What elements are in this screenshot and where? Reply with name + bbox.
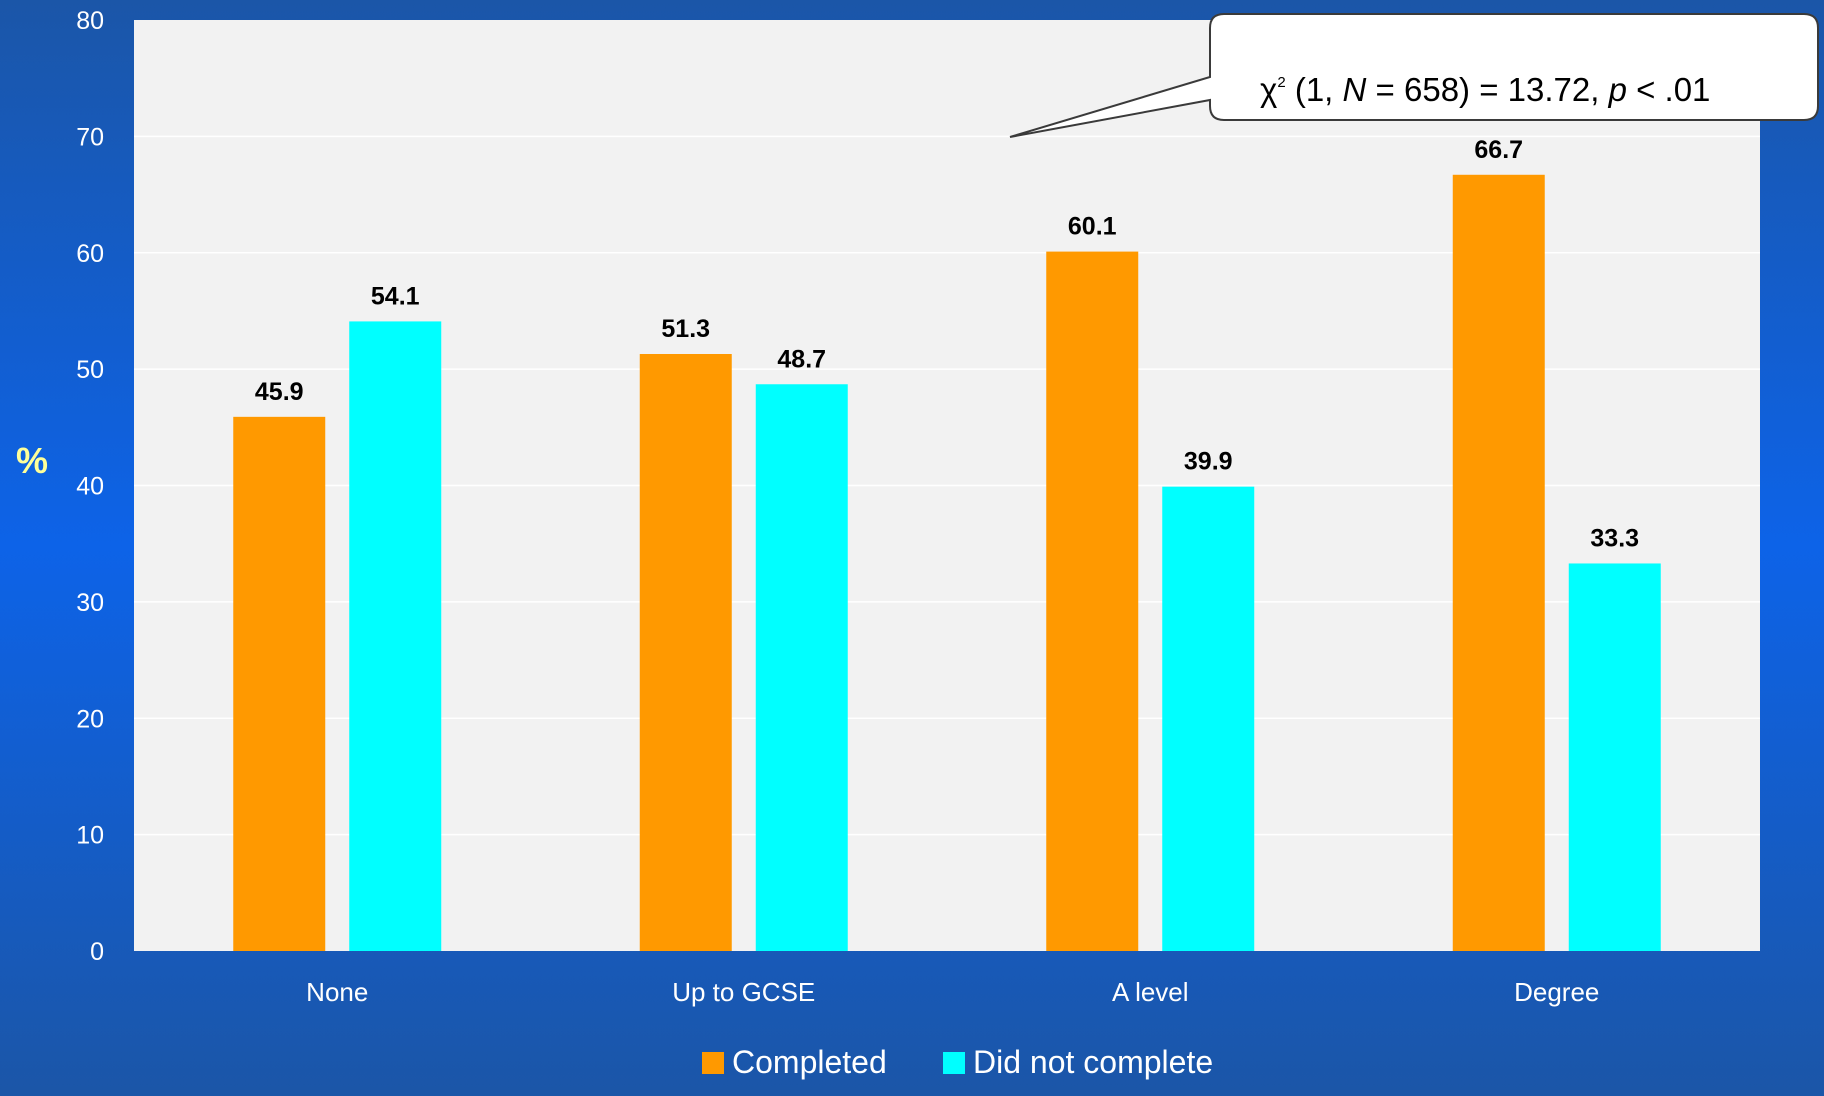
bar [1568, 563, 1661, 951]
bar [349, 321, 442, 951]
legend: Completed Did not complete [702, 1044, 1213, 1080]
data-label: 66.7 [1474, 136, 1523, 164]
y-tick-label: 20 [76, 705, 104, 733]
legend-swatch [943, 1052, 965, 1074]
y-tick-label: 40 [76, 473, 104, 501]
stat-callout: χ2 (1, N = 658) = 13.72, p < .01 [1009, 13, 1819, 138]
x-tick-label: Degree [1514, 977, 1599, 1007]
y-tick-label: 0 [90, 938, 104, 966]
legend-label: Completed [732, 1044, 887, 1080]
chi-symbol: χ [1260, 71, 1277, 108]
y-tick-label: 60 [76, 240, 104, 268]
x-tick-label: Up to GCSE [672, 977, 815, 1007]
data-label: 39.9 [1184, 448, 1233, 476]
bar [755, 384, 848, 951]
bar [639, 353, 732, 952]
x-tick-label: None [306, 977, 368, 1007]
y-axis-label: % [16, 440, 48, 481]
bar [1162, 486, 1255, 951]
data-label: 60.1 [1068, 213, 1117, 241]
x-axis-labels: None Up to GCSE A level Degree [306, 977, 1599, 1007]
n-symbol: N [1343, 71, 1367, 108]
data-label: 33.3 [1590, 524, 1639, 552]
chi-superscript: 2 [1277, 74, 1285, 91]
x-tick-label: A level [1112, 977, 1189, 1007]
data-label: 48.7 [777, 345, 826, 373]
stat-part-2: = 658) = 13.72, [1366, 71, 1608, 108]
bar [233, 416, 326, 951]
p-symbol: p [1608, 71, 1627, 108]
data-label: 45.9 [255, 378, 304, 406]
data-label: 54.1 [371, 282, 420, 310]
callout-bubble [1009, 13, 1819, 138]
y-tick-label: 80 [76, 7, 104, 35]
legend-label: Did not complete [973, 1044, 1213, 1080]
y-axis-ticks: 0 10 20 30 40 50 60 70 80 [76, 7, 104, 966]
stat-part-3: < .01 [1627, 71, 1710, 108]
callout-text: χ2 (1, N = 658) = 13.72, p < .01 [1260, 71, 1710, 108]
bar [1046, 251, 1139, 951]
y-tick-label: 10 [76, 822, 104, 850]
bar [1452, 174, 1545, 951]
y-tick-label: 70 [76, 123, 104, 151]
y-tick-label: 50 [76, 356, 104, 384]
stat-part-1: (1, [1286, 71, 1343, 108]
legend-swatch [702, 1052, 724, 1074]
y-tick-label: 30 [76, 589, 104, 617]
bars: 45.9 54.1 51.3 48.7 60.1 39.9 66.7 33.3 [233, 136, 1661, 952]
data-label: 51.3 [661, 315, 710, 343]
